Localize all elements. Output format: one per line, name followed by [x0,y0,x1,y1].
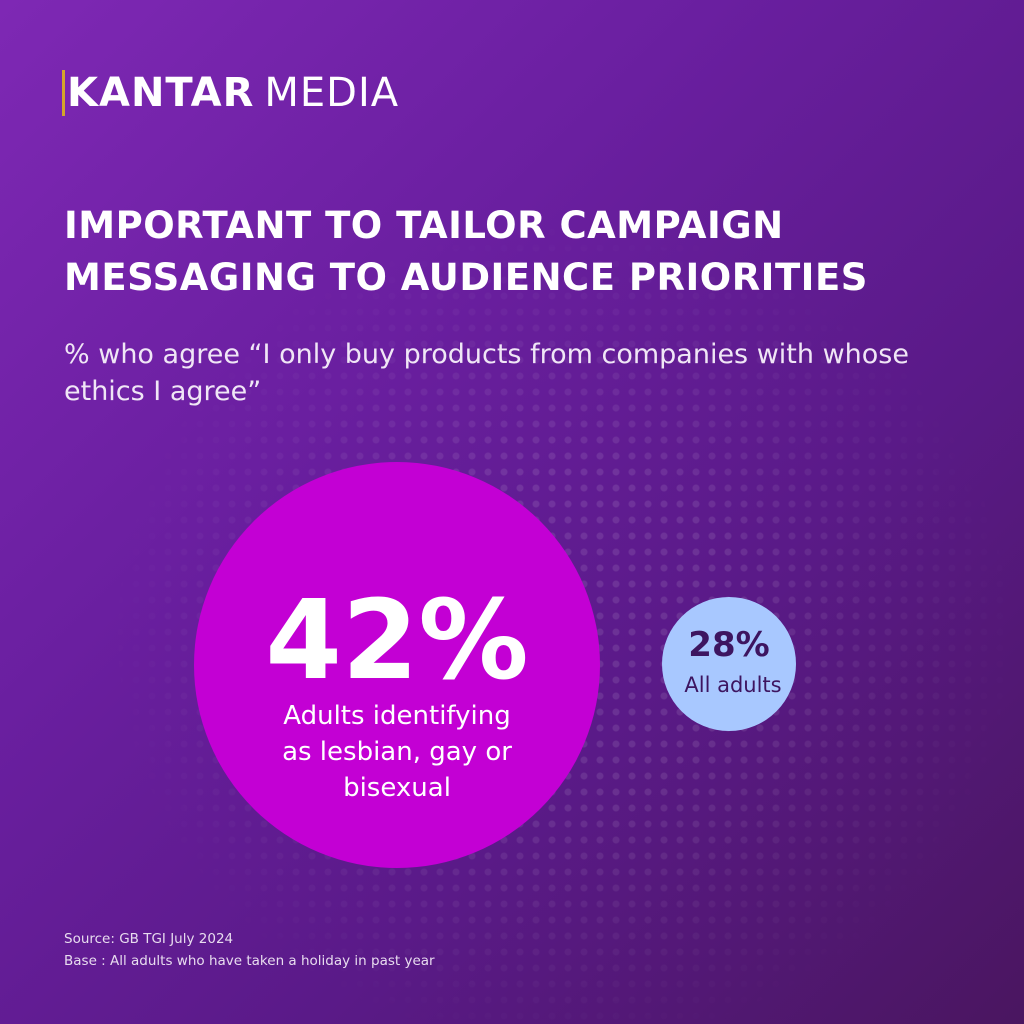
subtitle: % who agree “I only buy products from co… [64,339,909,407]
bubble-label-all-adults: All adults [684,673,781,697]
logo-light: MEDIA [264,70,400,116]
bubble-label-lgb: as lesbian, gay or [282,737,512,767]
kantar-media-logo: KANTAR MEDIA [62,70,400,116]
bubble-lgb-adults [194,462,600,868]
bubble-label-lgb: Adults identifying [283,701,510,731]
bubble-value-all-adults: 28% [688,625,769,665]
footer: Source: GB TGI July 2024 Base : All adul… [64,928,435,972]
bubble-all-adults [662,597,796,731]
bubble-value-lgb: 42% [265,576,528,704]
source-note: Source: GB TGI July 2024 [64,931,234,947]
page-title: IMPORTANT TO TAILOR CAMPAIGN MESSAGING T… [64,204,868,299]
bubble-label-lgb: bisexual [343,773,451,803]
base-note: Base : All adults who have taken a holid… [64,953,435,969]
logo-bold: KANTAR [62,70,255,116]
